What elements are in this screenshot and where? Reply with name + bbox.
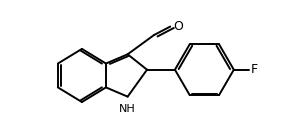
- Text: NH: NH: [119, 104, 136, 114]
- Text: O: O: [173, 20, 183, 33]
- Text: F: F: [251, 63, 258, 76]
